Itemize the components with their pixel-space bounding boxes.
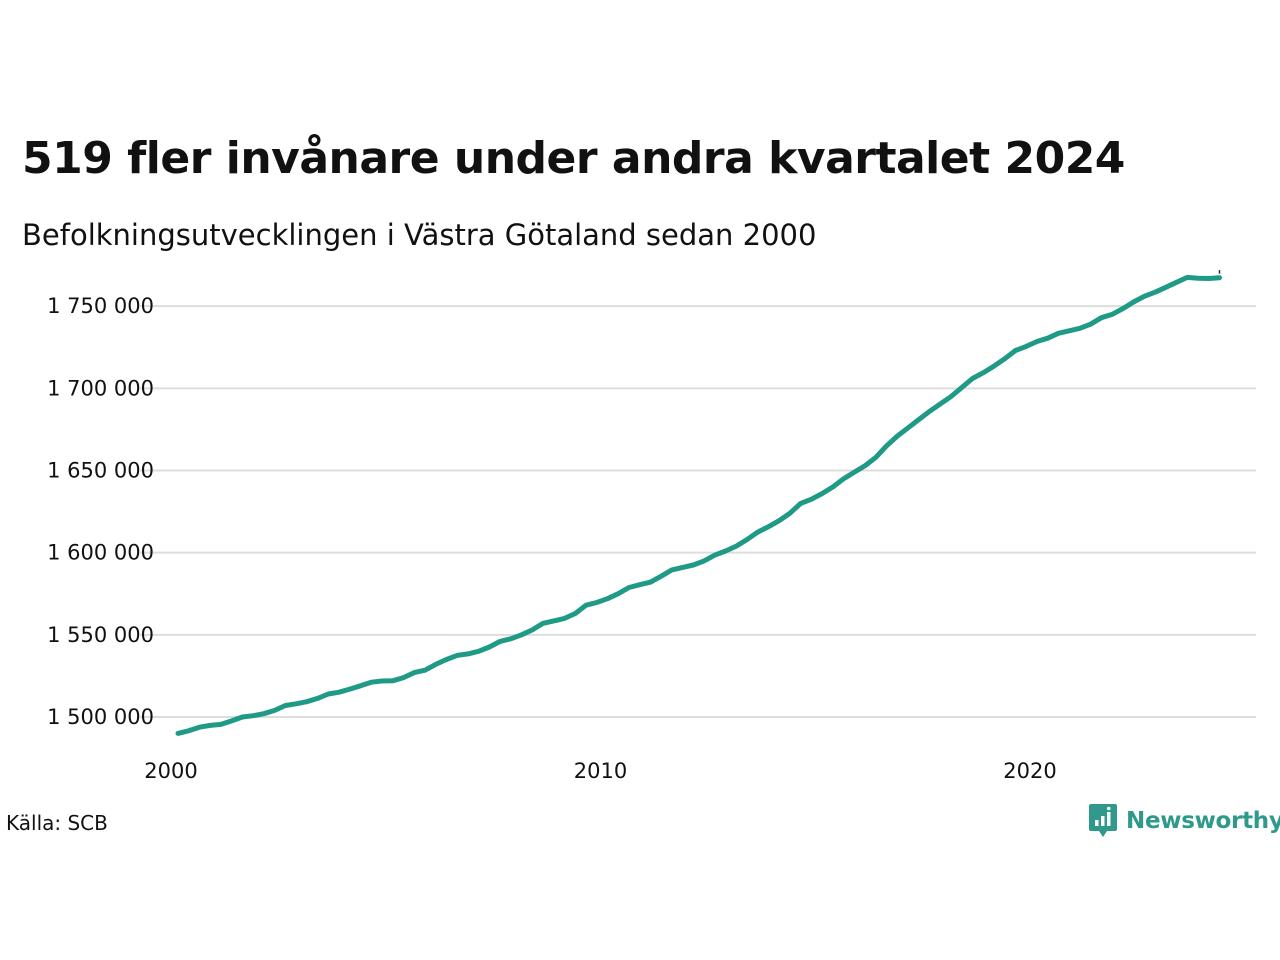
series-line <box>175 274 1222 736</box>
x-axis: 2000 2010 2020 <box>144 759 1056 783</box>
brand[interactable]: Newsworthy <box>1088 803 1280 839</box>
x-tick-label: 2020 <box>1003 759 1056 783</box>
y-tick-label: 1 500 000 <box>47 705 154 729</box>
y-axis: 1 500 000 1 550 000 1 600 000 1 650 000 1 70… <box>47 294 154 729</box>
y-tick-label: 1 700 000 <box>47 376 154 400</box>
grid-lines <box>140 305 1256 718</box>
chart-title: 519 fler invånare under andra kvartalet … <box>22 133 1125 184</box>
x-tick-label: 2010 <box>574 759 627 783</box>
population-line-chart: 1 500 000 1 550 000 1 600 000 1 650 000 1 70… <box>47 270 1256 783</box>
y-tick-label: 1 550 000 <box>47 623 154 647</box>
end-annotation: 1 767 293 <box>1218 270 1221 274</box>
y-tick-label: 1 650 000 <box>47 458 154 482</box>
y-tick-label: 1 600 000 <box>47 541 154 565</box>
brand-name: Newsworthy <box>1126 808 1280 834</box>
chart-subtitle: Befolkningsutvecklingen i Västra Götalan… <box>22 218 817 252</box>
source-note: Källa: SCB <box>6 811 108 835</box>
series-layer <box>175 274 1222 736</box>
y-tick-label: 1 750 000 <box>47 294 154 318</box>
newsworthy-logo-icon <box>1089 804 1117 837</box>
x-tick-label: 2000 <box>144 759 197 783</box>
